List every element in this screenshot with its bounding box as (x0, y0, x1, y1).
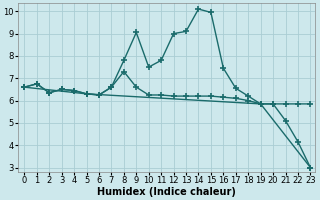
X-axis label: Humidex (Indice chaleur): Humidex (Indice chaleur) (97, 187, 236, 197)
